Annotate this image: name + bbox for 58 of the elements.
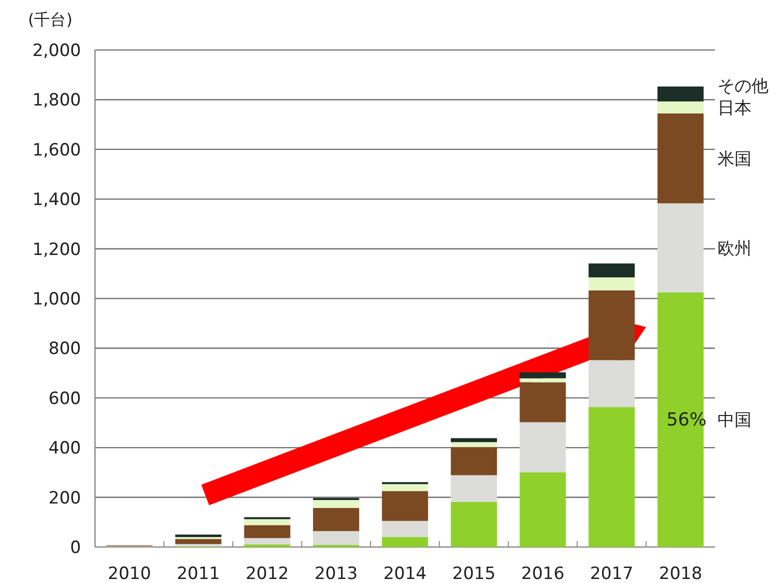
bar <box>450 438 497 442</box>
series-label: 米国 <box>718 149 752 170</box>
y-tick-label: 2,000 <box>32 41 81 61</box>
x-tick-label: 2015 <box>452 564 496 583</box>
bar <box>450 447 497 476</box>
bar <box>657 203 704 292</box>
bar <box>382 520 428 538</box>
bar <box>175 539 222 544</box>
series-label: その他 <box>718 76 769 96</box>
x-tick-label: 2012 <box>246 564 289 583</box>
series-label: 日本 <box>718 98 752 118</box>
y-tick-label: 0 <box>70 538 81 558</box>
bar <box>313 531 360 546</box>
bar <box>382 491 428 521</box>
bar <box>520 372 566 378</box>
bar <box>382 537 428 547</box>
bar <box>588 263 635 278</box>
series-label: 欧州 <box>718 238 752 259</box>
bar <box>520 382 566 422</box>
y-tick-label: 1,400 <box>32 190 81 210</box>
y-axis-title: (千台) <box>28 10 72 29</box>
bar <box>588 360 635 408</box>
y-tick-label: 200 <box>48 488 81 508</box>
bar <box>244 538 290 545</box>
bar <box>313 500 360 508</box>
series-label: 中国 <box>718 410 752 431</box>
bar <box>450 475 497 502</box>
x-tick-label: 2017 <box>590 564 634 583</box>
bar <box>313 508 360 532</box>
bar <box>520 422 566 472</box>
bar <box>450 502 497 547</box>
bar <box>520 472 566 547</box>
x-tick-label: 2016 <box>521 564 564 583</box>
bar <box>382 484 428 492</box>
bar <box>588 407 635 547</box>
x-tick-label: 2010 <box>108 564 152 583</box>
bar <box>175 544 222 547</box>
y-tick-label: 400 <box>48 438 81 459</box>
bar <box>588 277 635 290</box>
y-tick-label: 1,200 <box>32 240 81 260</box>
x-tick-label: 2014 <box>383 564 427 583</box>
bar <box>657 113 704 204</box>
bar <box>244 525 290 538</box>
bar <box>657 86 704 102</box>
bar <box>450 442 497 448</box>
bar <box>588 290 635 360</box>
bar <box>244 519 290 526</box>
y-tick-label: 600 <box>48 388 81 409</box>
y-tick-label: 1,800 <box>32 90 81 111</box>
y-tick-label: 1,000 <box>32 290 81 310</box>
bar <box>175 534 222 538</box>
y-tick-label: 800 <box>48 339 81 360</box>
bar <box>657 101 704 114</box>
y-tick-label: 1,600 <box>32 140 81 160</box>
x-tick-label: 2011 <box>176 564 220 583</box>
bar <box>657 292 704 547</box>
x-tick-label: 2013 <box>314 564 358 583</box>
x-tick-label: 2018 <box>658 564 702 583</box>
